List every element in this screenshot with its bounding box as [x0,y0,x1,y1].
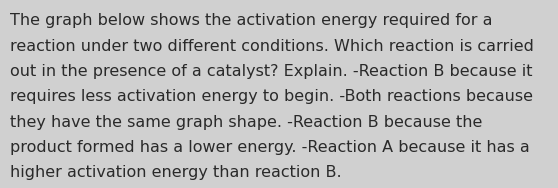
Text: The graph below shows the activation energy required for a: The graph below shows the activation ene… [10,13,493,28]
Text: product formed has a lower energy. -Reaction A because it has a: product formed has a lower energy. -Reac… [10,140,530,155]
Text: they have the same graph shape. -Reaction B because the: they have the same graph shape. -Reactio… [10,115,483,130]
Text: higher activation energy than reaction B.: higher activation energy than reaction B… [10,165,341,180]
Text: reaction under two different conditions. Which reaction is carried: reaction under two different conditions.… [10,39,534,54]
Text: out in the presence of a catalyst? Explain. -Reaction B because it: out in the presence of a catalyst? Expla… [10,64,532,79]
Text: requires less activation energy to begin. -Both reactions because: requires less activation energy to begin… [10,89,533,104]
